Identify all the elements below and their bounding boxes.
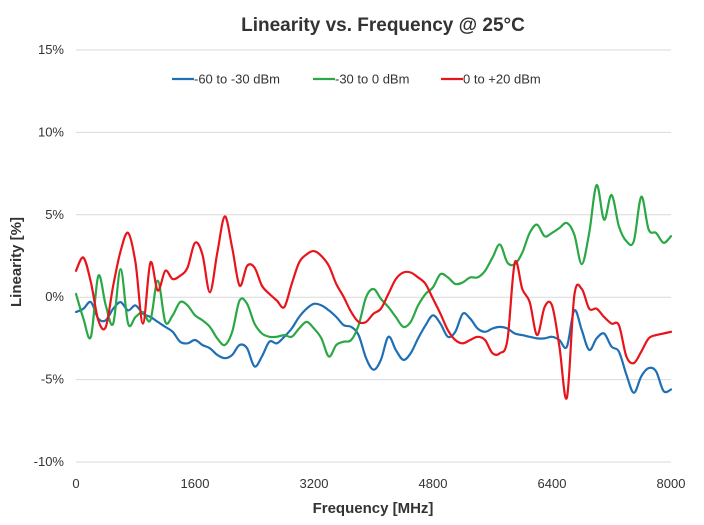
x-tick-label: 8000 [657, 476, 686, 491]
x-tick-label: 3200 [300, 476, 329, 491]
y-tick-label: 5% [45, 207, 64, 222]
legend-label: 0 to +20 dBm [463, 72, 541, 87]
series-0-to-20-dbm-line [74, 215, 673, 400]
y-axis-label: Linearity [%] [8, 217, 25, 307]
legend: -60 to -30 dBm -30 to 0 dBm 0 to +20 dBm [172, 72, 541, 87]
y-tick-label: 15% [38, 42, 64, 57]
x-axis-ticks: 0 1600 3200 4800 6400 8000 [72, 476, 685, 491]
y-tick-label: -5% [41, 372, 65, 387]
series-lines [74, 183, 673, 400]
x-axis-label: Frequency [MHz] [313, 500, 434, 517]
y-axis-ticks: -10% -5% 0% 5% 10% 15% [34, 42, 65, 469]
chart-title: Linearity vs. Frequency @ 25°C [241, 15, 525, 36]
x-tick-label: 1600 [181, 476, 210, 491]
legend-label: -60 to -30 dBm [194, 72, 280, 87]
y-tick-label: 0% [45, 289, 64, 304]
x-tick-label: 0 [72, 476, 79, 491]
x-tick-label: 4800 [419, 476, 448, 491]
legend-label: -30 to 0 dBm [335, 72, 409, 87]
y-tick-label: -10% [34, 454, 65, 469]
series-30-to-0-dbm-line [74, 183, 673, 358]
y-tick-label: 10% [38, 124, 64, 139]
grid [76, 49, 671, 463]
x-tick-label: 6400 [538, 476, 567, 491]
